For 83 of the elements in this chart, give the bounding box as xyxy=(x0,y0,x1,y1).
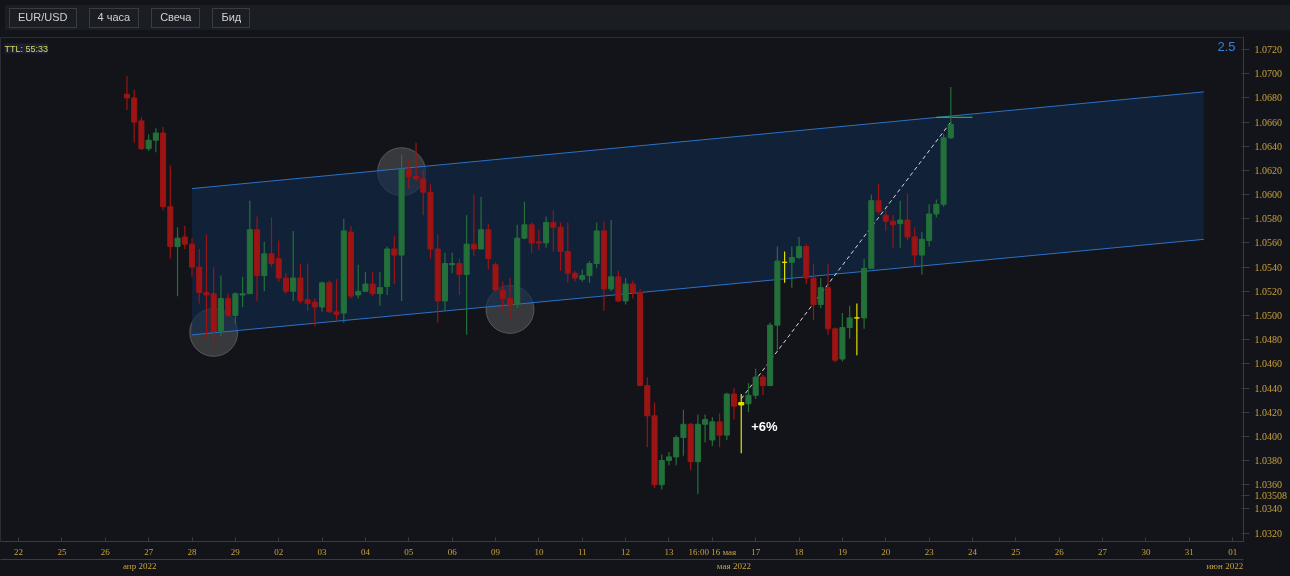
y-tick-label: 1.0560 xyxy=(1254,237,1282,249)
y-tick-label: 1.0640 xyxy=(1254,140,1282,152)
x-tick-label: 17 xyxy=(751,546,761,557)
candlestick xyxy=(290,230,297,302)
y-tick-label: 1.0600 xyxy=(1254,189,1282,201)
y-tick-label: 1.0320 xyxy=(1254,527,1282,539)
candlestick xyxy=(738,393,745,454)
text: апр 2022 xyxy=(122,560,157,571)
x-tick-label: 27 xyxy=(144,546,154,557)
candlestick xyxy=(470,194,477,257)
y-tick-label: 1.0520 xyxy=(1254,285,1282,297)
y-tick-label: 1.0620 xyxy=(1254,164,1282,176)
y-tick-label: 1.03508 xyxy=(1254,490,1287,502)
y-tick-label: 1.0720 xyxy=(1254,44,1282,56)
x-tick-label: 24 xyxy=(968,546,978,557)
y-tick-label: 1.0480 xyxy=(1254,334,1282,346)
candlestick xyxy=(174,226,181,297)
candlestick xyxy=(261,241,268,292)
candlestick xyxy=(543,215,550,249)
x-tick-label: 12 xyxy=(621,546,631,557)
x-tick-label: 11 xyxy=(577,546,587,557)
x-tick-label: 25 xyxy=(1011,546,1021,557)
x-tick-label: 26 xyxy=(1054,546,1065,557)
x-tick-label: 05 xyxy=(404,546,414,557)
annotation: 2.5 xyxy=(1217,38,1236,54)
candlestick xyxy=(376,271,383,307)
x-tick-label: 23 xyxy=(924,546,935,557)
x-tick-label: 19 xyxy=(837,546,848,557)
candlestick xyxy=(622,277,629,306)
x-tick-label: 31 xyxy=(1184,546,1194,557)
y-tick-label: 1.0400 xyxy=(1254,430,1282,442)
candlestick xyxy=(608,219,615,292)
x-tick-label: 02 xyxy=(274,546,284,557)
candlestick xyxy=(947,86,954,140)
x-tick-label: 27 xyxy=(1098,546,1108,557)
text: мая 2022 xyxy=(716,560,751,571)
candlestick xyxy=(716,412,723,448)
candlestick xyxy=(759,374,766,396)
x-tick-label: 16:00 16 мая xyxy=(688,546,737,557)
x-tick-label: 06 xyxy=(447,546,458,557)
y-tick-label: 1.0540 xyxy=(1254,261,1282,273)
candlestick xyxy=(730,387,738,421)
annotation: TTL: 55:33 xyxy=(4,43,49,54)
x-tick-label: 01 xyxy=(1228,546,1238,557)
text: Бид xyxy=(212,8,251,28)
y-tick-label: 1.0380 xyxy=(1254,455,1282,467)
y-tick-label: 1.0420 xyxy=(1254,406,1282,418)
text: Свеча xyxy=(151,8,201,28)
chart-title: EUR/USD xyxy=(9,8,77,28)
candlestick xyxy=(456,258,463,296)
text: июн 2022 xyxy=(1206,560,1244,571)
x-tick-label: 18 xyxy=(794,546,805,557)
y-tick-label: 1.0660 xyxy=(1254,116,1282,128)
x-tick-label: 28 xyxy=(187,546,198,557)
annotation: +6% xyxy=(751,419,779,435)
text: 4 часа xyxy=(88,8,140,28)
x-tick-label: 09 xyxy=(491,546,501,557)
y-tick-label: 1.0460 xyxy=(1254,358,1282,370)
candlestick xyxy=(875,183,882,215)
candlestick xyxy=(369,271,376,297)
x-tick-label: 13 xyxy=(664,546,674,557)
candlestick xyxy=(897,200,904,249)
y-tick-label: 1.0500 xyxy=(1254,309,1282,321)
candlestick xyxy=(225,293,232,318)
y-tick-label: 1.0440 xyxy=(1254,382,1282,394)
y-tick-label: 1.0360 xyxy=(1254,479,1282,491)
x-tick-label: 10 xyxy=(534,546,544,557)
y-tick-label: 1.0680 xyxy=(1254,92,1282,104)
y-tick-label: 1.0580 xyxy=(1254,213,1282,225)
candlestick xyxy=(391,235,398,285)
y-tick-label: 1.0340 xyxy=(1254,503,1282,515)
candlestick xyxy=(853,302,860,356)
x-tick-label: 25 xyxy=(57,546,67,557)
candlestick xyxy=(478,196,485,250)
x-tick-label: 22 xyxy=(14,546,24,557)
x-tick-label: 03 xyxy=(317,546,328,557)
x-tick-label: 26 xyxy=(100,546,111,557)
x-tick-label: 20 xyxy=(881,546,891,557)
candlestick xyxy=(817,277,824,309)
y-tick-label: 1.0700 xyxy=(1254,68,1282,80)
x-tick-label: 30 xyxy=(1141,546,1151,557)
x-tick-label: 29 xyxy=(230,546,241,557)
x-tick-label: 04 xyxy=(360,546,371,557)
